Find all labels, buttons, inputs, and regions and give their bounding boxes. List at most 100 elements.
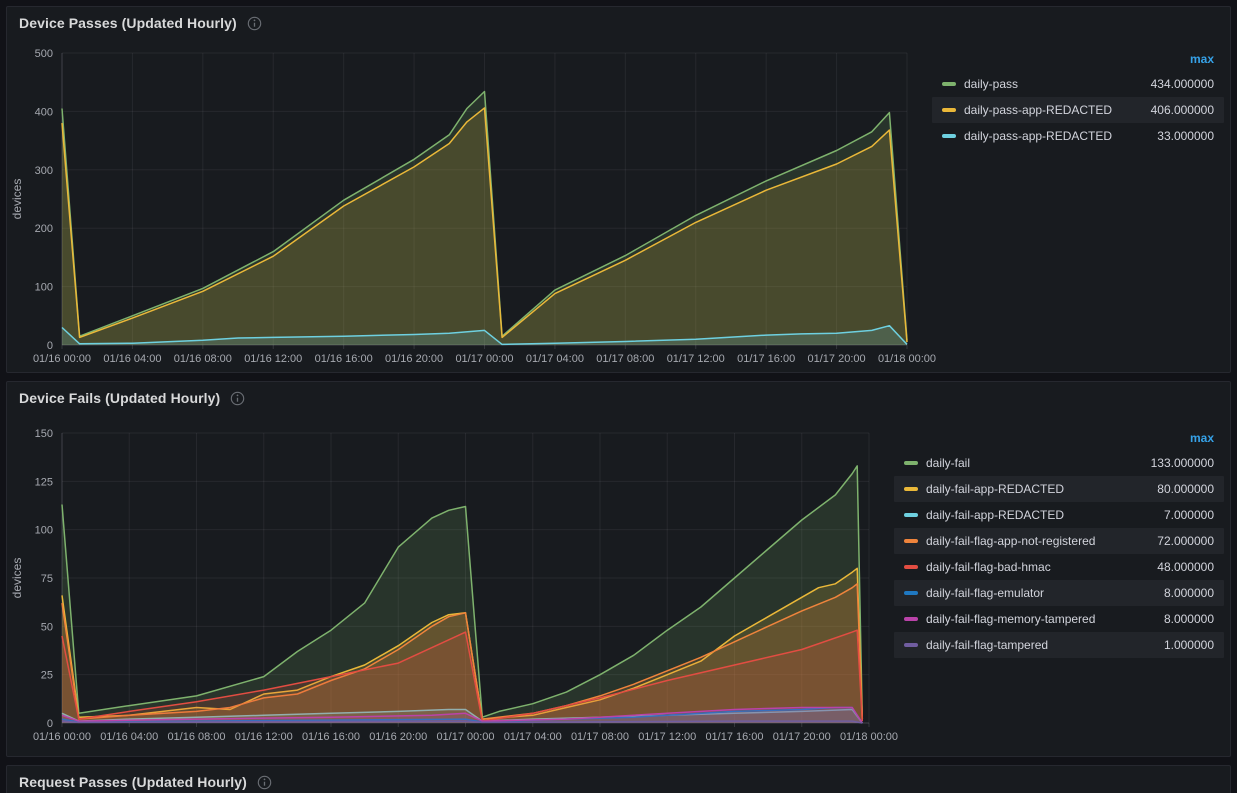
legend-row: daily-fail-flag-app-not-registered 72.000… (894, 528, 1224, 554)
series-color-swatch (904, 539, 918, 543)
series-label[interactable]: daily-fail-flag-app-not-registered (926, 534, 1096, 548)
series-max-value: 1.000000 (1163, 638, 1214, 652)
svg-text:01/18 00:00: 01/18 00:00 (840, 731, 898, 743)
svg-text:200: 200 (35, 223, 53, 235)
svg-text:01/17 08:00: 01/17 08:00 (571, 731, 629, 743)
legend-row: daily-pass-app-REDACTED 406.000000 (932, 97, 1224, 123)
svg-text:01/17 04:00: 01/17 04:00 (526, 353, 584, 365)
legend-row: daily-fail-flag-memory-tampered 8.000000 (894, 606, 1224, 632)
series-label[interactable]: daily-pass-app-REDACTED (964, 103, 1113, 117)
svg-text:01/18 00:00: 01/18 00:00 (878, 353, 936, 365)
svg-text:01/17 12:00: 01/17 12:00 (638, 731, 696, 743)
svg-text:300: 300 (35, 165, 53, 177)
svg-text:500: 500 (35, 48, 53, 60)
panel-request-passes: Request Passes (Updated Hourly) (6, 765, 1231, 793)
svg-text:01/16 20:00: 01/16 20:00 (369, 731, 427, 743)
legend-row: daily-fail-flag-bad-hmac 48.000000 (894, 554, 1224, 580)
legend-max-header[interactable]: max (1189, 52, 1214, 66)
svg-text:01/17 20:00: 01/17 20:00 (773, 731, 831, 743)
series-color-swatch (942, 82, 956, 86)
svg-text:01/16 12:00: 01/16 12:00 (244, 353, 302, 365)
panel-title[interactable]: Device Passes (Updated Hourly) (19, 15, 237, 31)
info-icon[interactable] (247, 16, 262, 31)
series-max-value: 8.000000 (1163, 586, 1214, 600)
svg-text:devices: devices (10, 558, 24, 599)
chart-canvas-device-fails[interactable]: 0 25 50 75 100 125 150 01/16 00:00 01/16 04:00 01… (7, 414, 907, 748)
legend-row: daily-pass-app-REDACTED 33.000000 (932, 123, 1224, 149)
legend-row: daily-pass 434.000000 (932, 71, 1224, 97)
svg-text:01/17 00:00: 01/17 00:00 (436, 731, 494, 743)
svg-text:01/17 00:00: 01/17 00:00 (455, 353, 513, 365)
series-max-value: 33.000000 (1157, 129, 1214, 143)
info-icon[interactable] (230, 391, 245, 406)
svg-text:50: 50 (41, 621, 53, 633)
svg-text:25: 25 (41, 670, 53, 682)
panel-title[interactable]: Device Fails (Updated Hourly) (19, 390, 221, 406)
series-label[interactable]: daily-fail-app-REDACTED (926, 508, 1065, 522)
series-max-value: 80.000000 (1157, 482, 1214, 496)
legend-row: daily-fail-app-REDACTED 80.000000 (894, 476, 1224, 502)
series-label[interactable]: daily-fail-flag-memory-tampered (926, 612, 1096, 626)
series-max-value: 133.000000 (1150, 456, 1214, 470)
svg-text:01/17 04:00: 01/17 04:00 (504, 731, 562, 743)
series-max-value: 72.000000 (1157, 534, 1214, 548)
svg-text:125: 125 (35, 476, 53, 488)
svg-text:100: 100 (35, 282, 53, 294)
svg-text:75: 75 (41, 573, 53, 585)
series-label[interactable]: daily-fail-app-REDACTED (926, 482, 1065, 496)
svg-text:01/16 16:00: 01/16 16:00 (302, 731, 360, 743)
series-color-swatch (904, 461, 918, 465)
svg-text:01/17 16:00: 01/17 16:00 (705, 731, 763, 743)
series-label[interactable]: daily-pass-app-REDACTED (964, 129, 1113, 143)
legend-row: daily-fail-flag-tampered 1.000000 (894, 632, 1224, 658)
series-max-value: 406.000000 (1150, 103, 1214, 117)
legend-row: daily-fail 133.000000 (894, 450, 1224, 476)
legend-device-fails: max daily-fail 133.000000 daily-fail-app-RE… (894, 426, 1224, 658)
svg-text:400: 400 (35, 106, 53, 118)
panel-device-passes: Device Passes (Updated Hourly) 0 100 200 30… (6, 6, 1231, 373)
series-color-swatch (942, 108, 956, 112)
svg-text:0: 0 (47, 718, 53, 730)
series-max-value: 48.000000 (1157, 560, 1214, 574)
series-max-value: 7.000000 (1163, 508, 1214, 522)
series-color-swatch (904, 617, 918, 621)
series-label[interactable]: daily-fail-flag-bad-hmac (926, 560, 1051, 574)
panel-header[interactable]: Request Passes (Updated Hourly) (7, 766, 1230, 793)
svg-text:0: 0 (47, 340, 53, 352)
chart-canvas-device-passes[interactable]: 0 100 200 300 400 500 01/16 00:00 01/16 04:00 01… (7, 39, 936, 371)
series-max-value: 8.000000 (1163, 612, 1214, 626)
series-label[interactable]: daily-pass (964, 77, 1019, 91)
info-icon[interactable] (257, 775, 272, 790)
panel-header[interactable]: Device Fails (Updated Hourly) (7, 382, 1230, 414)
series-label[interactable]: daily-fail-flag-emulator (926, 586, 1045, 600)
svg-text:100: 100 (35, 525, 53, 537)
panel-device-fails: Device Fails (Updated Hourly) 0 25 50 75 100… (6, 381, 1231, 757)
svg-text:01/16 04:00: 01/16 04:00 (100, 731, 158, 743)
legend-max-header[interactable]: max (1189, 431, 1214, 445)
series-color-swatch (904, 513, 918, 517)
series-max-value: 434.000000 (1150, 77, 1214, 91)
series-color-swatch (904, 591, 918, 595)
series-color-swatch (904, 643, 918, 647)
svg-text:01/17 16:00: 01/17 16:00 (737, 353, 795, 365)
svg-text:01/16 20:00: 01/16 20:00 (385, 353, 443, 365)
series-color-swatch (904, 487, 918, 491)
series-color-swatch (904, 565, 918, 569)
svg-text:01/16 04:00: 01/16 04:00 (103, 353, 161, 365)
svg-text:150: 150 (35, 428, 53, 440)
legend-row: daily-fail-flag-emulator 8.000000 (894, 580, 1224, 606)
panel-header[interactable]: Device Passes (Updated Hourly) (7, 7, 1230, 39)
svg-text:01/16 00:00: 01/16 00:00 (33, 353, 91, 365)
svg-text:01/17 12:00: 01/17 12:00 (667, 353, 725, 365)
series-label[interactable]: daily-fail-flag-tampered (926, 638, 1049, 652)
svg-text:01/17 08:00: 01/17 08:00 (596, 353, 654, 365)
panel-title[interactable]: Request Passes (Updated Hourly) (19, 774, 247, 790)
svg-text:devices: devices (10, 179, 24, 220)
svg-text:01/16 08:00: 01/16 08:00 (174, 353, 232, 365)
legend-device-passes: max daily-pass 434.000000 daily-pass-app-RE… (932, 47, 1224, 149)
svg-text:01/16 00:00: 01/16 00:00 (33, 731, 91, 743)
svg-text:01/16 16:00: 01/16 16:00 (315, 353, 373, 365)
series-label[interactable]: daily-fail (926, 456, 971, 470)
series-color-swatch (942, 134, 956, 138)
svg-text:01/16 12:00: 01/16 12:00 (235, 731, 293, 743)
